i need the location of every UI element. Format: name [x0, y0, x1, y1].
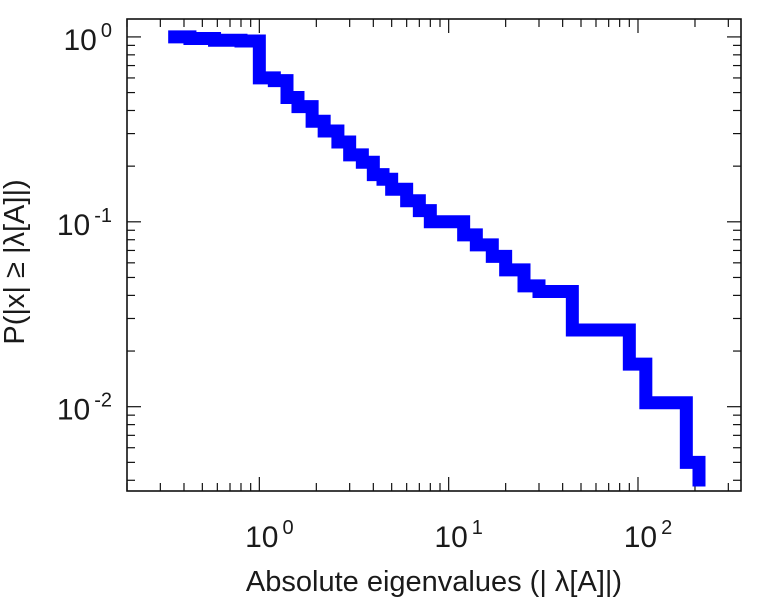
ccdf-step-line [168, 30, 706, 487]
y-tick-label: 10 -2 [57, 390, 112, 427]
axis-ticks [126, 19, 741, 491]
y-tick-label: 10 0 [64, 20, 113, 57]
y-axis-label: P(|x| ≥ |λ[A]|) [0, 179, 31, 344]
x-axis-label: Absolute eigenvalues (| λ[A]|) [246, 566, 622, 598]
x-tick-label: 10 1 [434, 517, 483, 554]
tick-labels: 10 0 10 1 10 2 10 0 10 -1 10 -2 [57, 20, 672, 554]
x-tick-label: 10 0 [245, 517, 294, 554]
y-tick-label: 10 -1 [57, 205, 112, 242]
x-tick-label: 10 2 [624, 517, 673, 554]
plot-frame [126, 18, 742, 492]
